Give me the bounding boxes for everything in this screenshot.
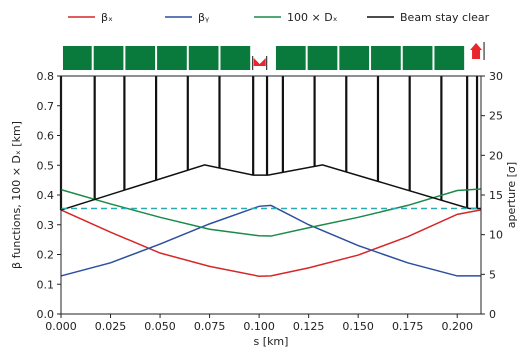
x-tick-label: 0.125	[293, 320, 325, 333]
x-tick-label: 0.075	[194, 320, 226, 333]
dipole-block-11	[434, 46, 465, 70]
y-left-tick-label: 0.3	[37, 219, 55, 232]
dipole-block-8	[339, 46, 370, 70]
marker-arrow-head-1	[470, 43, 483, 50]
x-tick-label: 0.175	[392, 320, 424, 333]
dipole-block-9	[371, 46, 401, 70]
legend: βₓ βᵧ 100 × Dₓ Beam stay clear	[68, 11, 490, 24]
y-right-tick-label: 25	[489, 110, 503, 123]
legend-label-3: Beam stay clear	[400, 11, 490, 24]
axes: 0.000 0.025 0.050 0.075 0.100 0.125 0.150 0.175…	[37, 70, 504, 333]
legend-label-0: βₓ	[101, 11, 113, 24]
plot-area	[59, 76, 482, 277]
y-left-tick-label: 0.6	[37, 130, 55, 143]
y-left-tick-label: 0.7	[37, 100, 55, 113]
y-right-tick-label: 10	[489, 229, 503, 242]
series-beam_stay_clear	[60, 164, 481, 211]
x-tick-label: 0.025	[95, 320, 127, 333]
series-beta_y	[60, 204, 481, 277]
series-dispersion_x100	[60, 188, 482, 237]
dipole-block-7	[307, 46, 338, 70]
y-left-tick-label: 0.4	[37, 189, 55, 202]
x-tick-label: 0.000	[45, 320, 77, 333]
x-tick-label: 0.050	[144, 320, 176, 333]
x-tick-label: 0.150	[342, 320, 374, 333]
y-left-tick-label: 0.8	[37, 70, 55, 83]
x-tick-label: 0.200	[441, 320, 473, 333]
y-axis-label-left: β functions, 100 × Dₓ [km]	[10, 121, 23, 269]
x-tick-label: 0.100	[243, 320, 275, 333]
dipole-block-3	[157, 46, 187, 70]
dipole-block-6	[275, 46, 306, 70]
legend-label-1: βᵧ	[198, 11, 209, 24]
marker-notch-cut-0	[253, 58, 266, 64]
dipole-block-0	[62, 46, 92, 70]
y-right-tick-label: 0	[489, 308, 496, 321]
x-axis-label: s [km]	[254, 335, 289, 348]
dipole-block-10	[402, 46, 433, 70]
series-beta_x	[60, 209, 482, 277]
dipole-block-2	[125, 46, 156, 70]
y-right-tick-label: 15	[489, 189, 503, 202]
marker-arrow-body-1	[472, 50, 481, 59]
y-left-tick-label: 0.1	[37, 278, 55, 291]
dipole-block-5	[220, 46, 251, 70]
y-left-tick-label: 0.0	[37, 308, 55, 321]
magnet-layout	[62, 42, 485, 70]
y-right-tick-label: 5	[489, 268, 496, 281]
legend-label-2: 100 × Dₓ	[287, 11, 338, 24]
y-left-tick-label: 0.5	[37, 159, 55, 172]
y-axis-label-right: aperture [σ]	[505, 162, 518, 228]
y-right-tick-label: 30	[489, 70, 503, 83]
y-left-tick-label: 0.2	[37, 249, 55, 262]
y-right-tick-label: 20	[489, 149, 503, 162]
dipole-block-1	[93, 46, 124, 70]
dipole-block-4	[188, 46, 219, 70]
